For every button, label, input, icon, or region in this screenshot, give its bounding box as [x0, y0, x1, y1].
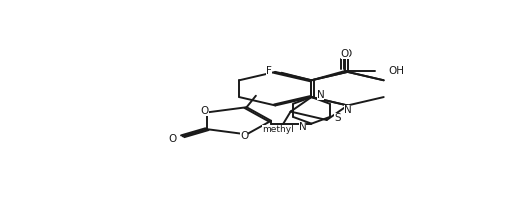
- Text: methyl: methyl: [262, 125, 293, 134]
- Text: O: O: [343, 49, 351, 59]
- Text: N: N: [298, 122, 306, 132]
- Text: N: N: [343, 105, 351, 115]
- Text: N: N: [316, 90, 324, 100]
- Text: OH: OH: [388, 66, 404, 76]
- Text: O: O: [239, 131, 248, 141]
- Text: O: O: [200, 106, 208, 116]
- Text: S: S: [334, 113, 341, 123]
- Text: F: F: [266, 66, 272, 76]
- Text: O: O: [340, 49, 348, 59]
- Text: O: O: [168, 134, 176, 144]
